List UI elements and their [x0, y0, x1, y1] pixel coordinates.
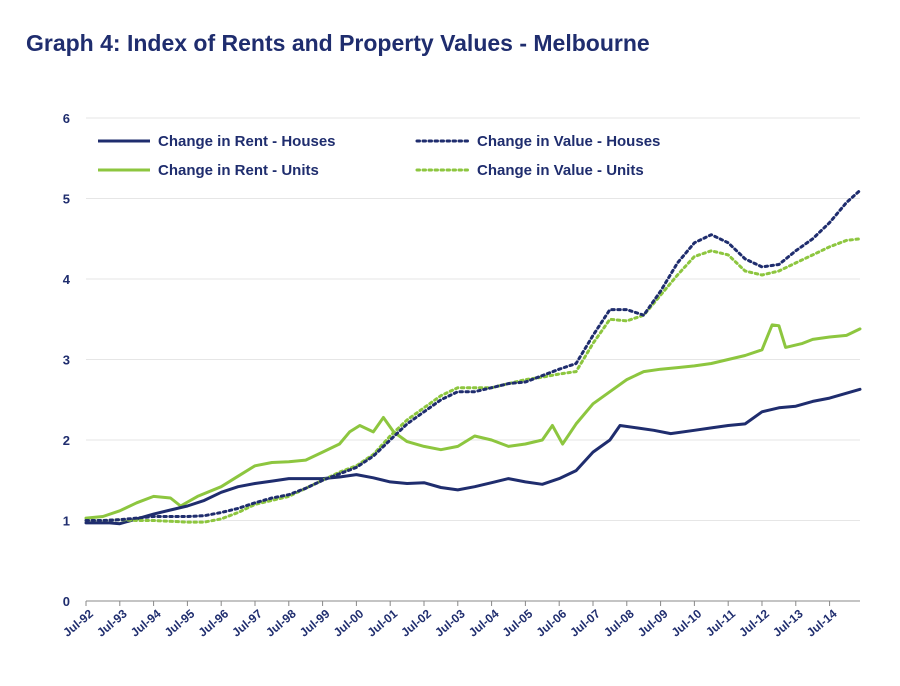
x-tick-label: Jul-96: [196, 606, 232, 639]
x-tick-label: Jul-10: [669, 606, 705, 639]
legend: Change in Rent - Houses Change in Rent - …: [98, 133, 660, 179]
x-tick-label: Jul-09: [635, 606, 671, 639]
x-tick-label: Jul-03: [432, 606, 468, 639]
x-tick-label: Jul-11: [703, 606, 738, 639]
x-tick-label: Jul-14: [804, 606, 840, 639]
y-tick-label: 2: [63, 433, 70, 448]
x-axis: Jul-92Jul-93Jul-94Jul-95Jul-96Jul-97Jul-…: [60, 600, 860, 640]
x-tick-label: Jul-02: [398, 606, 434, 639]
legend-label: Change in Rent - Houses: [158, 133, 336, 150]
x-tick-label: Jul-05: [500, 606, 536, 639]
x-tick-label: Jul-95: [162, 606, 198, 639]
y-tick-label: 0: [63, 594, 70, 609]
series-line-change-in-rent-houses: [84, 387, 862, 526]
x-tick-label: Jul-12: [736, 606, 772, 639]
series-lines: [84, 188, 862, 526]
y-tick-label: 3: [63, 353, 70, 368]
x-tick-label: Jul-98: [263, 606, 299, 639]
x-tick-label: Jul-97: [229, 606, 265, 639]
series-line-change-in-value-houses: [84, 188, 862, 522]
legend-label: Change in Value - Units: [477, 162, 644, 179]
series-line-change-in-value-units: [84, 237, 862, 524]
legend-label: Change in Value - Houses: [477, 133, 660, 150]
x-tick-label: Jul-07: [567, 606, 603, 639]
x-tick-label: Jul-92: [60, 606, 96, 639]
x-tick-label: Jul-01: [365, 606, 401, 639]
x-tick-label: Jul-94: [128, 606, 164, 639]
y-axis-ticks: 0 1 2 3 4 5 6: [63, 111, 71, 609]
y-tick-label: 1: [63, 514, 70, 529]
x-tick-label: Jul-04: [466, 606, 502, 639]
legend-label: Change in Rent - Units: [158, 162, 319, 179]
y-tick-label: 5: [63, 192, 70, 207]
x-tick-label: Jul-99: [297, 606, 333, 639]
x-tick-label: Jul-06: [534, 606, 570, 639]
chart-title: Graph 4: Index of Rents and Property Val…: [26, 30, 650, 56]
y-tick-label: 6: [63, 111, 70, 126]
series-line-change-in-rent-units: [84, 323, 862, 520]
x-tick-label: Jul-93: [94, 606, 130, 639]
y-tick-label: 4: [63, 272, 71, 287]
x-tick-label: Jul-08: [601, 606, 637, 639]
x-tick-label: Jul-00: [331, 606, 367, 639]
x-tick-label: Jul-13: [770, 606, 806, 639]
